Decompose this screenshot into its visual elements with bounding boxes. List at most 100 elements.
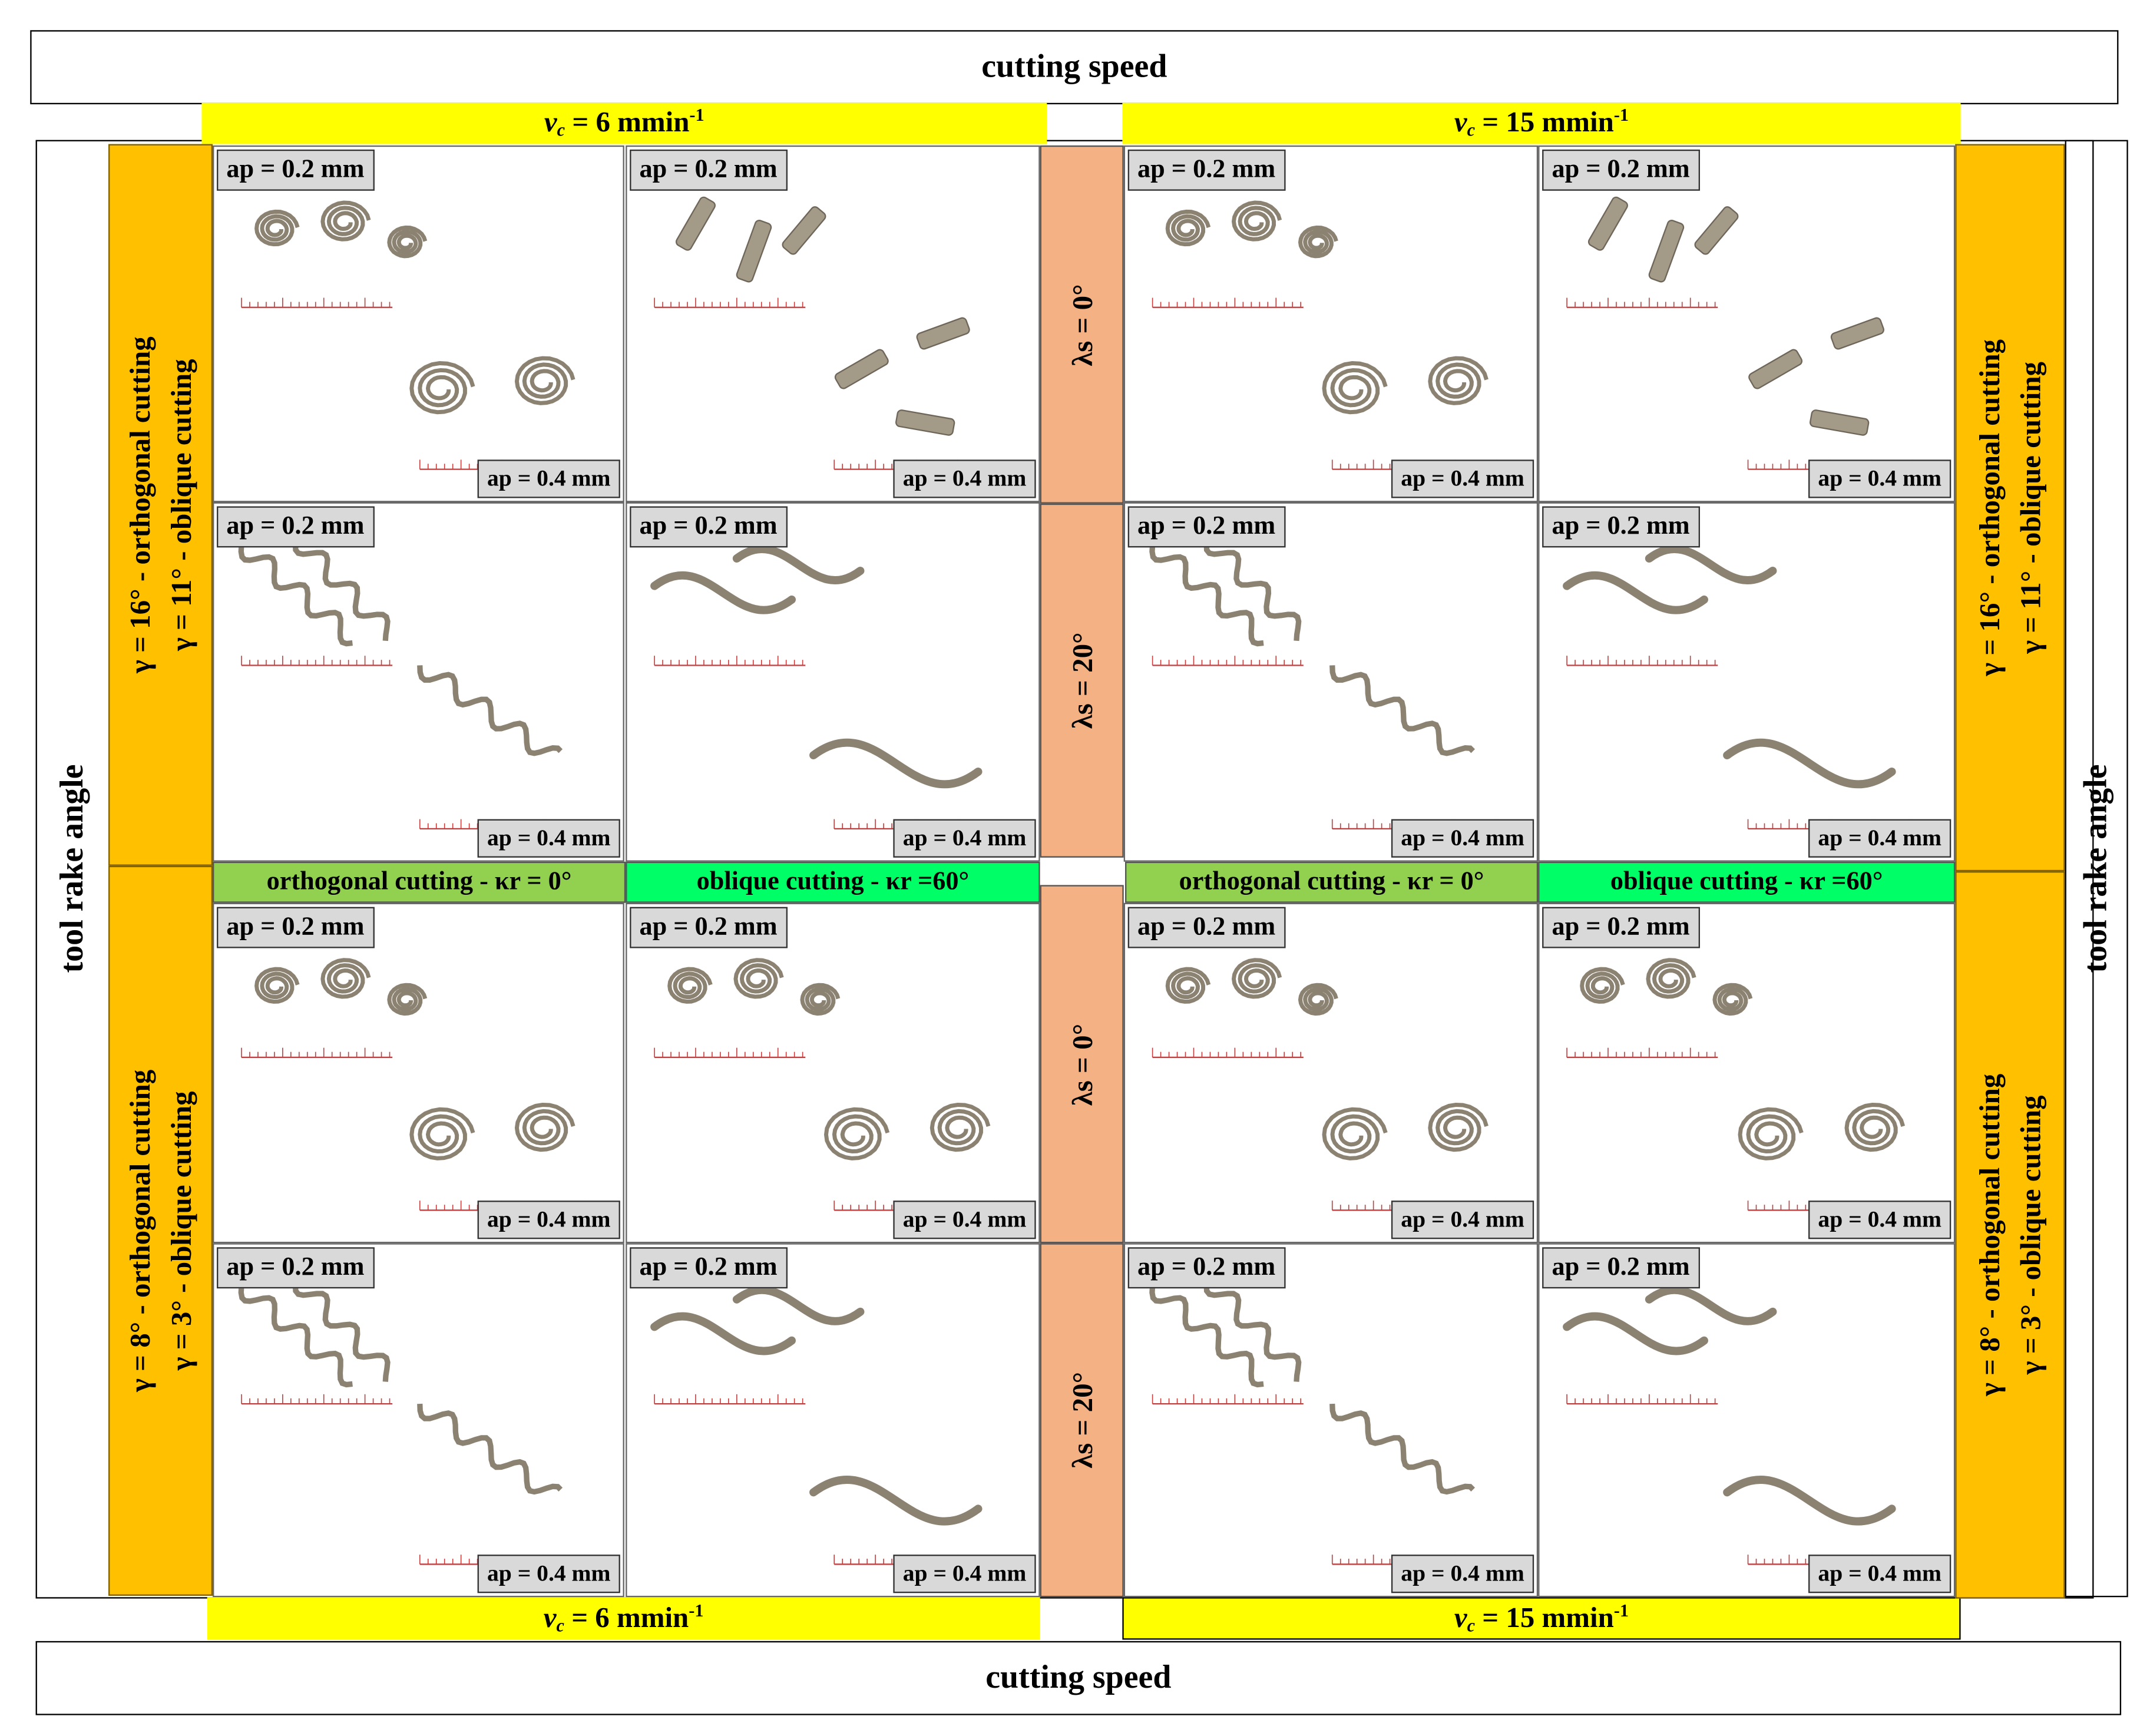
mode-bar-oblique-right: oblique cutting - κr =60° (1538, 861, 1956, 903)
chip-photo-B3: ap = 0.2 mm ap = 0.4 mm (626, 902, 1040, 1244)
depth-label-large-C4: ap = 0.4 mm (1391, 1555, 1534, 1593)
rake-block-left-lower: γ = 8° - orthogonal cutting γ = 3° - obli… (108, 865, 213, 1596)
speed-bar-bottom-left: vc = 6 mmin-1 (207, 1597, 1040, 1640)
depth-label-large-C2: ap = 0.4 mm (1391, 819, 1534, 858)
cutting-speed-label-top: cutting speed (981, 48, 1167, 85)
speed-label-bottom-left: vc = 6 mmin-1 (543, 1599, 704, 1636)
mode-bar-oblique-left: oblique cutting - κr =60° (626, 861, 1040, 903)
depth-label-large-D3: ap = 0.4 mm (1808, 1201, 1951, 1239)
chip-photo-A1: ap = 0.2 mm ap = 0.4 mm (213, 145, 624, 502)
cutting-speed-label-bottom: cutting speed (985, 1659, 1172, 1695)
depth-label-small-D1: ap = 0.2 mm (1542, 149, 1699, 191)
chip-photo-D1: ap = 0.2 mm ap = 0.4 mm (1538, 145, 1956, 502)
depth-label-large-A3: ap = 0.4 mm (477, 1201, 620, 1239)
depth-label-large-B2: ap = 0.4 mm (893, 819, 1036, 858)
depth-label-large-C3: ap = 0.4 mm (1391, 1201, 1534, 1239)
outer-frame-left (35, 140, 2094, 1599)
chip-sketch-D2 (1563, 545, 1936, 830)
inclination-label-1: λs = 0° (1065, 283, 1099, 366)
chip-sketch-C3 (1152, 958, 1519, 1211)
depth-label-large-B1: ap = 0.4 mm (893, 459, 1036, 498)
chip-sketch-D3 (1566, 958, 1936, 1211)
speed-bar-bottom-right: vc = 15 mmin-1 (1122, 1597, 1961, 1640)
depth-label-small-A3: ap = 0.2 mm (217, 907, 374, 948)
inclination-block-2: λs = 20° (1040, 503, 1124, 858)
rake-block-right-upper: γ = 16° - orthogonal cutting γ = 11° - ob… (1955, 144, 2065, 872)
rake-text-left-upper: γ = 16° - orthogonal cutting γ = 11° - ob… (123, 336, 198, 674)
chip-sketch-A3 (241, 958, 606, 1211)
depth-label-large-A1: ap = 0.4 mm (477, 459, 620, 498)
depth-label-small-A2: ap = 0.2 mm (217, 506, 374, 548)
depth-label-small-A4: ap = 0.2 mm (217, 1247, 374, 1289)
depth-label-small-B4: ap = 0.2 mm (630, 1247, 787, 1289)
inclination-block-1: λs = 0° (1040, 145, 1124, 504)
depth-label-small-B1: ap = 0.2 mm (630, 149, 787, 191)
rake-block-right-lower: γ = 8° - orthogonal cutting γ = 3° - obli… (1955, 871, 2065, 1599)
chip-sketch-B1 (654, 196, 1021, 470)
chip-photo-A3: ap = 0.2 mm ap = 0.4 mm (213, 902, 624, 1244)
depth-label-large-C1: ap = 0.4 mm (1391, 459, 1534, 498)
depth-label-large-D4: ap = 0.4 mm (1808, 1555, 1951, 1593)
speed-label-top-right: vc = 15 mmin-1 (1454, 105, 1629, 141)
chip-photo-D3: ap = 0.2 mm ap = 0.4 mm (1538, 902, 1956, 1244)
chip-photo-C4: ap = 0.2 mm ap = 0.4 mm (1123, 1243, 1539, 1598)
rake-text-right-lower: γ = 8° - orthogonal cutting γ = 3° - obli… (1973, 1073, 2048, 1396)
chip-photo-B4: ap = 0.2 mm ap = 0.4 mm (626, 1243, 1040, 1598)
chip-photo-D2: ap = 0.2 mm ap = 0.4 mm (1538, 502, 1956, 862)
chip-sketch-C2 (1149, 537, 1519, 830)
speed-label-bottom-right: vc = 15 mmin-1 (1454, 1599, 1629, 1636)
inclination-label-4: λs = 20° (1065, 1371, 1099, 1469)
depth-label-large-B4: ap = 0.4 mm (893, 1555, 1036, 1593)
depth-label-large-D1: ap = 0.4 mm (1808, 459, 1951, 498)
depth-label-small-C3: ap = 0.2 mm (1127, 907, 1285, 948)
cutting-speed-header-bottom: cutting speed (35, 1641, 2122, 1715)
rake-text-left-lower: γ = 8° - orthogonal cutting γ = 3° - obli… (123, 1069, 198, 1393)
mode-bar-orthogonal-right: orthogonal cutting - κr = 0° (1125, 861, 1539, 903)
depth-label-small-B2: ap = 0.2 mm (630, 506, 787, 548)
chip-photo-A2: ap = 0.2 mm ap = 0.4 mm (213, 502, 624, 862)
rake-angle-label-right: tool rake angle (2078, 764, 2115, 973)
chip-sketch-B4 (650, 1285, 1021, 1565)
chip-sketch-C1 (1152, 200, 1519, 470)
rake-angle-label-left: tool rake angle (55, 764, 91, 973)
depth-label-small-B3: ap = 0.2 mm (630, 907, 787, 948)
chip-sketch-D1 (1566, 196, 1936, 470)
mode-label-orthogonal-left: orthogonal cutting - κr = 0° (266, 867, 572, 897)
depth-label-small-D4: ap = 0.2 mm (1542, 1247, 1699, 1289)
depth-label-large-A2: ap = 0.4 mm (477, 819, 620, 858)
chip-sketch-B2 (650, 545, 1021, 830)
chip-sketch-A1 (241, 200, 606, 470)
mode-label-oblique-right: oblique cutting - κr =60° (1610, 867, 1883, 897)
cutting-speed-header-top: cutting speed (30, 30, 2119, 105)
depth-label-small-D2: ap = 0.2 mm (1542, 506, 1699, 548)
depth-label-small-C2: ap = 0.2 mm (1127, 506, 1285, 548)
chip-photo-C3: ap = 0.2 mm ap = 0.4 mm (1123, 902, 1539, 1244)
speed-label-top-left: vc = 6 mmin-1 (544, 105, 704, 141)
depth-label-small-D3: ap = 0.2 mm (1542, 907, 1699, 948)
chip-sketch-B3 (654, 958, 1021, 1211)
mode-label-orthogonal-right: orthogonal cutting - κr = 0° (1179, 867, 1484, 897)
mode-bar-orthogonal-left: orthogonal cutting - κr = 0° (213, 861, 626, 903)
inclination-block-4: λs = 20° (1040, 1243, 1124, 1598)
chip-sketch-D4 (1563, 1285, 1936, 1565)
chip-photo-B2: ap = 0.2 mm ap = 0.4 mm (626, 502, 1040, 862)
depth-label-large-D2: ap = 0.4 mm (1808, 819, 1951, 858)
inclination-label-2: λs = 20° (1065, 632, 1099, 729)
speed-bar-top-left: vc = 6 mmin-1 (201, 102, 1047, 144)
chip-sketch-A4 (238, 1278, 606, 1565)
speed-bar-top-right: vc = 15 mmin-1 (1122, 102, 1961, 144)
chip-photo-C1: ap = 0.2 mm ap = 0.4 mm (1123, 145, 1539, 502)
chip-photo-A4: ap = 0.2 mm ap = 0.4 mm (213, 1243, 624, 1598)
chip-photo-C2: ap = 0.2 mm ap = 0.4 mm (1123, 502, 1539, 862)
chip-sketch-A2 (238, 537, 606, 830)
rake-angle-axis-right: tool rake angle (2065, 140, 2128, 1598)
depth-label-small-A1: ap = 0.2 mm (217, 149, 374, 191)
inclination-label-3: λs = 0° (1065, 1023, 1099, 1106)
depth-label-large-A4: ap = 0.4 mm (477, 1555, 620, 1593)
mode-label-oblique-left: oblique cutting - κr =60° (696, 867, 970, 897)
chip-sketch-C4 (1149, 1278, 1519, 1565)
chip-photo-D4: ap = 0.2 mm ap = 0.4 mm (1538, 1243, 1956, 1598)
depth-label-small-C1: ap = 0.2 mm (1127, 149, 1285, 191)
depth-label-small-C4: ap = 0.2 mm (1127, 1247, 1285, 1289)
rake-angle-axis-left: tool rake angle (38, 140, 107, 1598)
